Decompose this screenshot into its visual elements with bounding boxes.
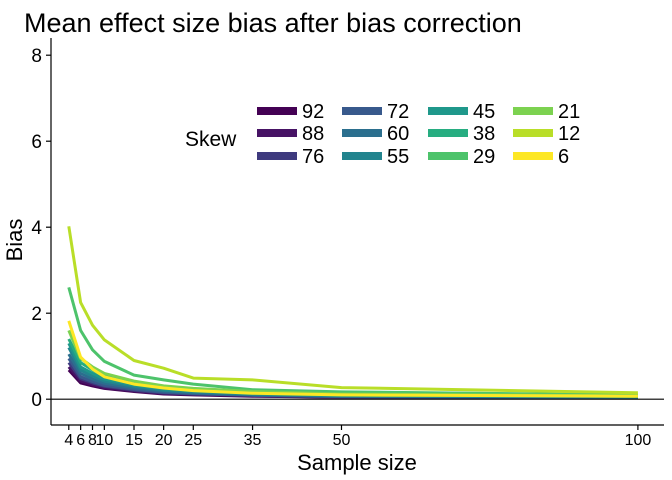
- legend-label-skew-55: 55: [387, 146, 409, 168]
- chart-title: Mean effect size bias after bias correct…: [24, 8, 522, 38]
- legend-key-skew-29: [428, 152, 468, 160]
- legend-key-skew-92: [257, 107, 297, 115]
- legend-key-skew-60: [342, 129, 382, 137]
- legend-key-skew-88: [257, 129, 297, 137]
- x-tick-label: 25: [184, 432, 202, 449]
- y-tick-label: 2: [31, 304, 42, 325]
- legend-label-skew-88: 88: [302, 123, 324, 145]
- legend-key-skew-76: [257, 152, 297, 160]
- y-tick-label: 6: [31, 132, 42, 153]
- legend-label-skew-76: 76: [302, 146, 324, 168]
- legend-key-skew-21: [513, 107, 553, 115]
- series-line-skew-55: [67, 346, 638, 399]
- legend-label-skew-21: 21: [558, 101, 580, 123]
- legend-label-skew-92: 92: [302, 101, 324, 123]
- legend-label-skew-29: 29: [473, 146, 495, 168]
- x-tick-label: 10: [95, 432, 113, 449]
- legend-title: Skew: [185, 128, 237, 151]
- x-tick-label: 6: [76, 432, 85, 449]
- series-line-skew-6: [67, 320, 638, 398]
- x-tick-label: 4: [64, 432, 73, 449]
- x-tick-label: 50: [333, 432, 351, 449]
- y-tick-label: 4: [31, 218, 42, 239]
- series-lines: [67, 226, 638, 400]
- legend-label-skew-45: 45: [473, 101, 495, 123]
- x-tick-label: 35: [244, 432, 262, 449]
- legend-key-skew-72: [342, 107, 382, 115]
- legend-key-skew-55: [342, 152, 382, 160]
- legend-label-skew-72: 72: [387, 101, 409, 123]
- legend-label-skew-38: 38: [473, 123, 495, 145]
- legend-label-skew-6: 6: [558, 146, 569, 168]
- legend-label-skew-12: 12: [558, 123, 580, 145]
- legend-key-skew-6: [513, 152, 553, 160]
- y-tick-label: 8: [31, 46, 42, 67]
- y-axis-title: Bias: [2, 219, 27, 262]
- legend-key-skew-38: [428, 129, 468, 137]
- series-line-skew-29: [67, 287, 638, 397]
- x-tick-label: 15: [125, 432, 143, 449]
- x-tick-label: 20: [155, 432, 173, 449]
- x-axis-title: Sample size: [297, 450, 417, 475]
- x-tick-label: 100: [625, 432, 652, 449]
- legend-label-skew-60: 60: [387, 123, 409, 145]
- legend-key-skew-12: [513, 129, 553, 137]
- series-line-skew-12: [67, 226, 638, 395]
- legend-key-skew-45: [428, 107, 468, 115]
- y-tick-label: 0: [31, 390, 42, 411]
- x-tick-label: 8: [88, 432, 97, 449]
